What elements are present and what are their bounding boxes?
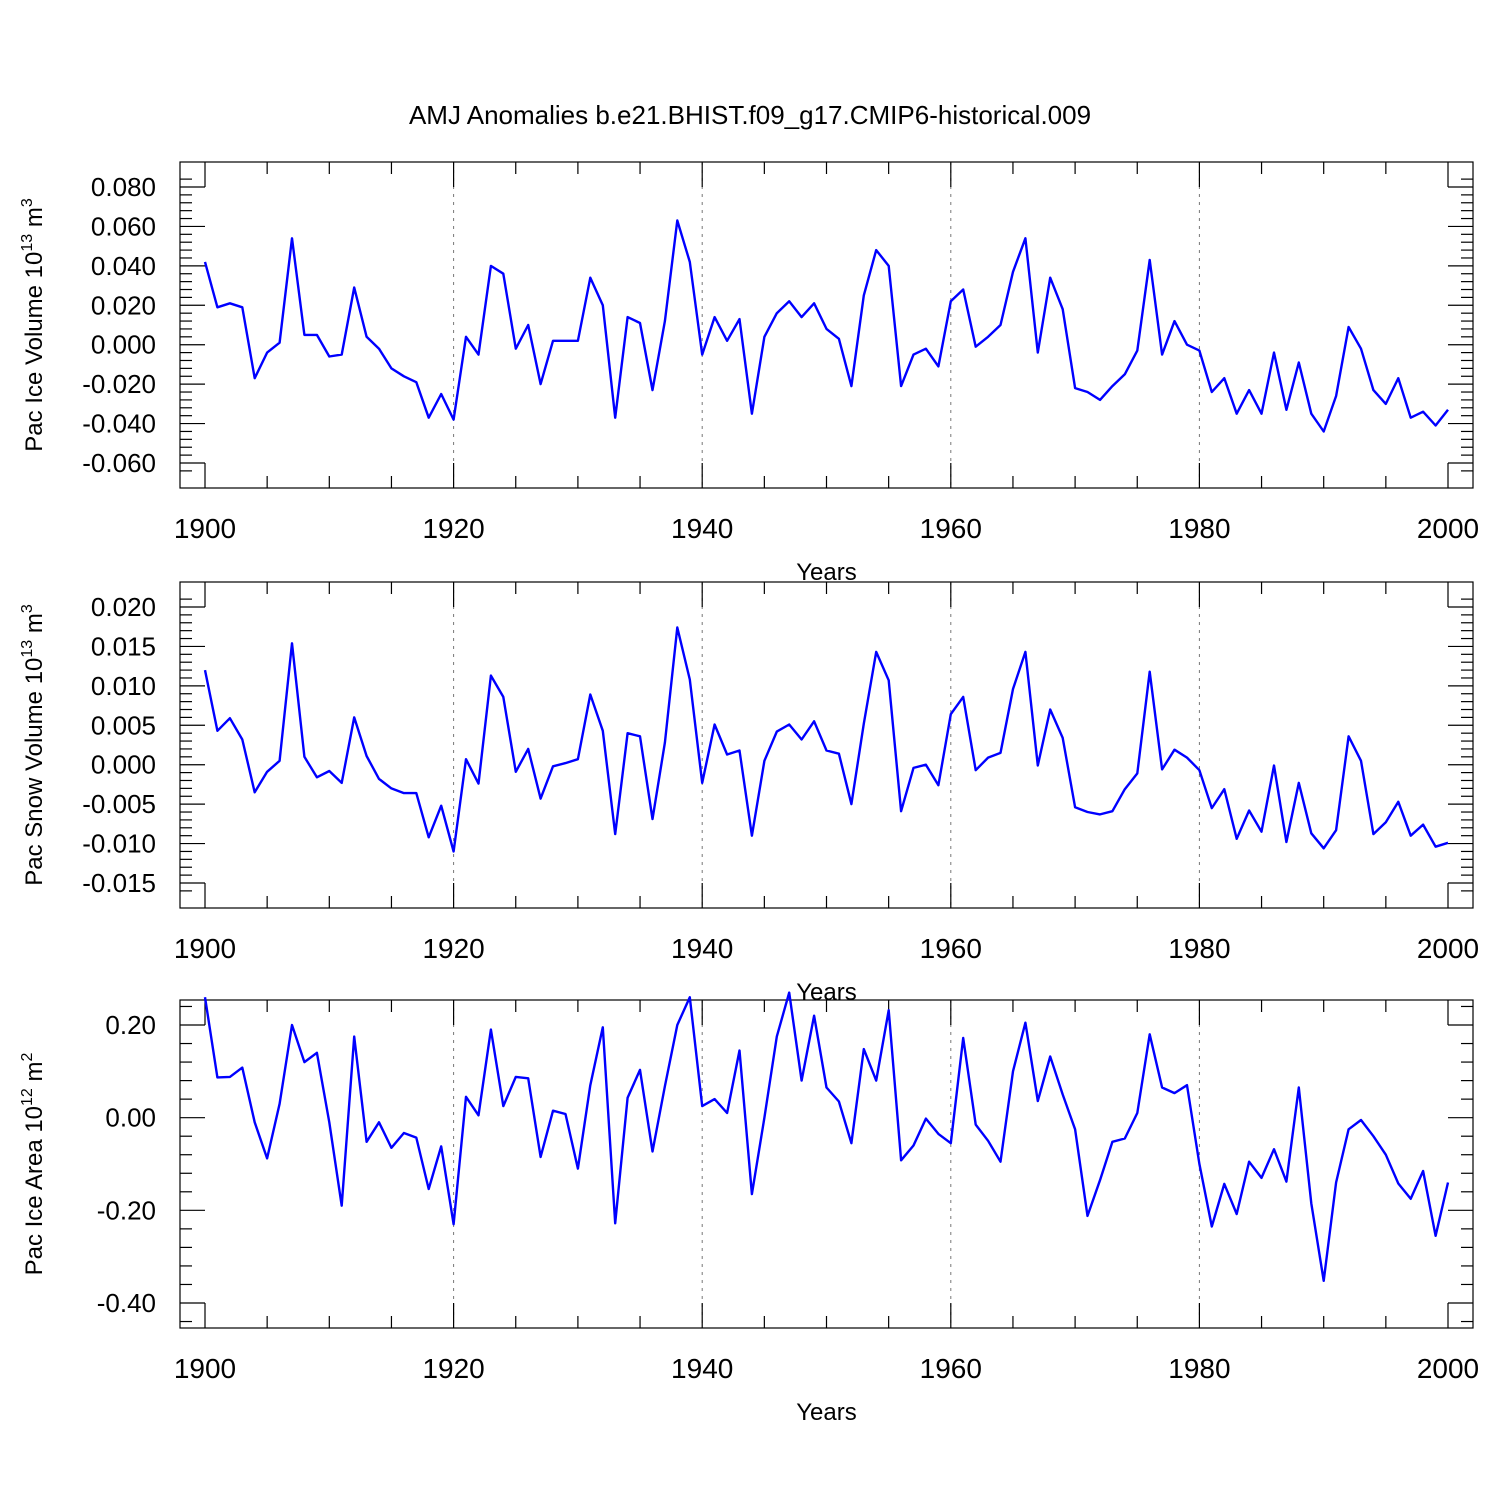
- chart-panels: 1900 1920 1940 1960 1980 2000 0.080 0.060 0.040 0…: [19, 161, 1479, 1426]
- x-axis-label: Years: [796, 1399, 857, 1426]
- y-tick-label: 0.020: [91, 592, 156, 622]
- series-line-pac-snow-volume: [203, 626, 1449, 853]
- y-tick-label: 0.020: [91, 290, 156, 320]
- x-tick-label: 1920: [422, 513, 484, 544]
- x-tick-label: 1920: [422, 1353, 484, 1384]
- figure-title: AMJ Anomalies b.e21.BHIST.f09_g17.CMIP6-…: [409, 100, 1091, 130]
- y-axis-label-text: Pac Ice Area 10: [21, 1106, 48, 1275]
- chart-panel-1: 1900 1920 1940 1960 1980 2000 0.080 0.060 0.040 0…: [19, 161, 1479, 586]
- x-tick-label: 1980: [1168, 513, 1230, 544]
- y-tick-label: -0.010: [82, 829, 156, 859]
- series-line-pac-ice-area: [203, 991, 1450, 1283]
- y-axis-label-exponent: 13: [19, 640, 36, 658]
- y-tick-label: -0.015: [82, 868, 156, 898]
- x-tick-label: 1940: [671, 1353, 733, 1384]
- y-axis-label-text: Pac Snow Volume 10: [21, 658, 48, 886]
- x-tick-label: 1900: [174, 513, 236, 544]
- y-axis-label: Pac Snow Volume 1013 m3: [19, 604, 48, 886]
- x-tick-label: 2000: [1417, 933, 1479, 964]
- x-tick-label: 1960: [920, 513, 982, 544]
- y-axis-label-exponent: 12: [19, 1088, 36, 1106]
- y-tick-label: -0.20: [97, 1195, 156, 1225]
- y-axis-label-unit-exponent: 3: [19, 604, 36, 613]
- y-axis-label-unit: m: [21, 1061, 48, 1088]
- y-axis-label-unit-exponent: 2: [19, 1052, 36, 1061]
- x-tick-label: 1940: [671, 513, 733, 544]
- y-tick-label: -0.060: [82, 448, 156, 478]
- series-line-pac-ice-volume: [203, 219, 1449, 433]
- y-tick-label: -0.020: [82, 369, 156, 399]
- y-tick-label: 0.080: [91, 172, 156, 202]
- x-tick-label: 1960: [920, 933, 982, 964]
- y-tick-label: -0.005: [82, 789, 156, 819]
- y-tick-label: 0.005: [91, 710, 156, 740]
- y-tick-label: -0.40: [97, 1288, 156, 1318]
- plot-frame: [179, 161, 1474, 489]
- chart-panel-2: 1900 1920 1940 1960 1980 2000 0.020 0.015 0.010 0…: [19, 581, 1479, 1006]
- x-tick-label: 1900: [174, 933, 236, 964]
- y-tick-label: 0.040: [91, 251, 156, 281]
- x-tick-label: 1980: [1168, 1353, 1230, 1384]
- y-tick-label: -0.040: [82, 409, 156, 439]
- y-axis-label-exponent: 13: [19, 234, 36, 252]
- y-axis-label-text: Pac Ice Volume 10: [21, 252, 48, 452]
- x-tick-label: 2000: [1417, 513, 1479, 544]
- y-axis-label-unit-exponent: 3: [19, 198, 36, 207]
- y-tick-label: 0.060: [91, 211, 156, 241]
- y-axis-label: Pac Ice Volume 1013 m3: [19, 198, 48, 452]
- x-tick-label: 1940: [671, 933, 733, 964]
- chart-panel-3: 1900 1920 1940 1960 1980 2000 0.20 0.00 -0.20 -0.…: [19, 991, 1479, 1426]
- y-tick-label: 0.000: [91, 750, 156, 780]
- x-tick-label: 1980: [1168, 933, 1230, 964]
- y-tick-label: 0.20: [105, 1010, 156, 1040]
- y-tick-label: 0.00: [105, 1103, 156, 1133]
- y-tick-label: 0.010: [91, 671, 156, 701]
- y-tick-label: 0.000: [91, 330, 156, 360]
- x-tick-label: 1900: [174, 1353, 236, 1384]
- x-tick-label: 1920: [422, 933, 484, 964]
- y-axis-label-unit: m: [21, 207, 48, 234]
- x-tick-label: 1960: [920, 1353, 982, 1384]
- y-axis-label: Pac Ice Area 1012 m2: [19, 1052, 48, 1275]
- plot-frame: [179, 581, 1474, 909]
- y-axis-label-unit: m: [21, 613, 48, 640]
- y-tick-label: 0.015: [91, 631, 156, 661]
- x-tick-label: 2000: [1417, 1353, 1479, 1384]
